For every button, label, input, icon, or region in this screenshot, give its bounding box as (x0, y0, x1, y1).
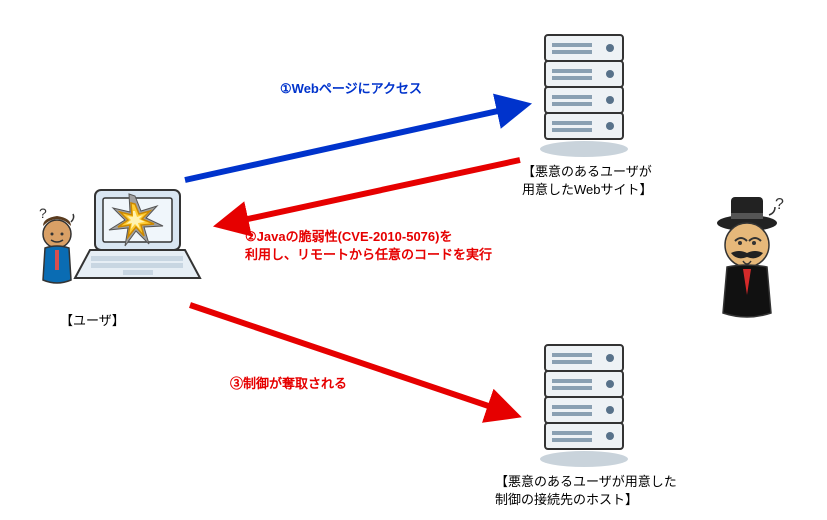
svg-text:?: ? (39, 205, 47, 221)
user-label: 【ユーザ】 (60, 312, 125, 330)
server-bottom-node (530, 335, 640, 475)
step1-label: ①Webページにアクセス (280, 80, 422, 98)
step3-label: ③制御が奪取される (230, 375, 347, 393)
server-top-label: 【悪意のあるユーザが 用意したWebサイト】 (522, 163, 653, 198)
server-top-node (530, 25, 640, 165)
user-node: ? (15, 160, 215, 330)
server-bottom-label: 【悪意のあるユーザが用意した 制御の接続先のホスト】 (495, 473, 677, 508)
step2-label: ②Javaの脆弱性(CVE-2010-5076)を 利用し、リモートから任意のコ… (245, 228, 492, 264)
diagram-canvas: ? 【ユーザ】 【悪意のあるユーザが 用意したWebサイト】 (0, 0, 827, 520)
svg-text:?: ? (775, 196, 784, 213)
attacker-node: ? (705, 195, 795, 325)
edge-step3 (190, 305, 515, 415)
edge-step2 (220, 160, 520, 225)
